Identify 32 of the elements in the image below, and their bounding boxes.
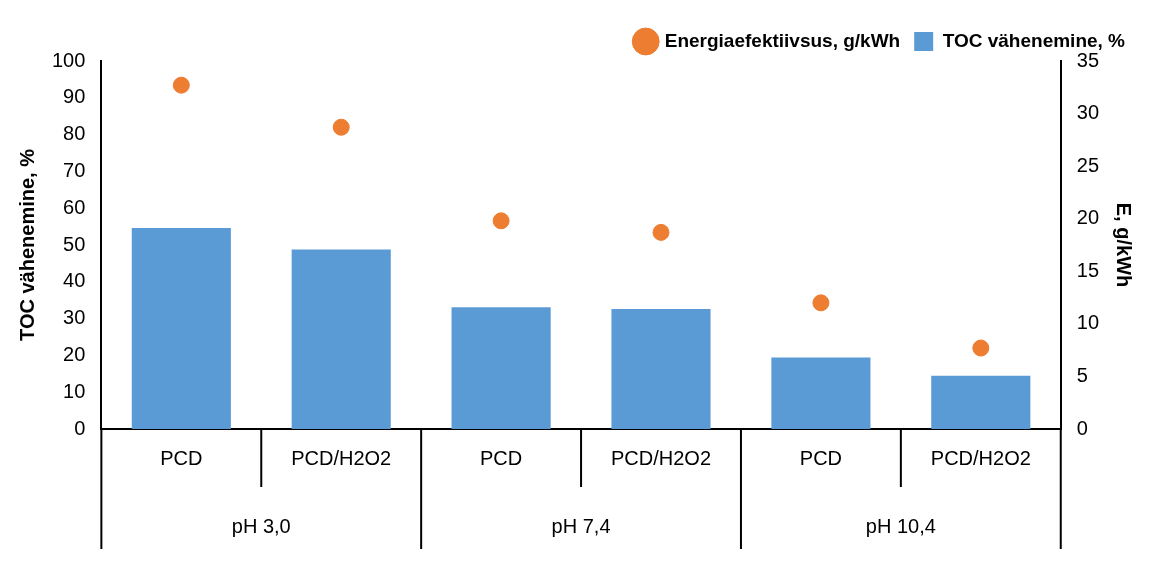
legend-label: Energiaefektiivsus, g/kWh xyxy=(664,29,901,51)
x-tick-label: PCD xyxy=(160,446,203,469)
y2-tick-label: 30 xyxy=(1076,101,1099,124)
text: pH 10,4 xyxy=(865,514,936,537)
y2-tick-label: 0 xyxy=(1076,416,1088,439)
y-tick-label: 60 xyxy=(63,195,86,218)
y-tick-label: 10 xyxy=(63,379,86,402)
y-tick-label: 50 xyxy=(63,232,86,255)
x-tick-label: PCD xyxy=(799,446,843,469)
y2-tick-label: 5 xyxy=(1076,363,1088,386)
y-tick-label: 30 xyxy=(63,306,86,329)
x-tick-label: PCD/H2O2 xyxy=(930,446,1031,469)
y2-tick-label: 20 xyxy=(1076,206,1099,229)
legend-label: TOC vähenemine, % xyxy=(942,29,1126,51)
y-tick-label: 0 xyxy=(74,416,86,439)
y-axis-title: TOC vähenemine, % xyxy=(15,148,38,341)
y-tick-label: 100 xyxy=(51,48,86,71)
text: pH 3,0 xyxy=(231,514,291,537)
y-tick-label: 20 xyxy=(63,342,86,365)
y-tick-label: 80 xyxy=(63,122,86,145)
y2-tick-label: 10 xyxy=(1076,311,1099,334)
text: pH 7,4 xyxy=(551,514,611,537)
y2-tick-label: 15 xyxy=(1076,258,1099,281)
x-tick-label: PCD/H2O2 xyxy=(610,446,712,469)
y-tick-label: 70 xyxy=(63,158,86,181)
y-tick-label: 90 xyxy=(63,85,86,108)
y2-tick-label: 25 xyxy=(1076,153,1099,176)
x-tick-label: PCD/H2O2 xyxy=(291,446,392,469)
y2-tick-label: 35 xyxy=(1076,48,1099,71)
x-tick-label: PCD xyxy=(480,446,523,469)
y2-axis-title: E, g/kWh xyxy=(1113,202,1136,288)
y-tick-label: 40 xyxy=(63,269,86,292)
